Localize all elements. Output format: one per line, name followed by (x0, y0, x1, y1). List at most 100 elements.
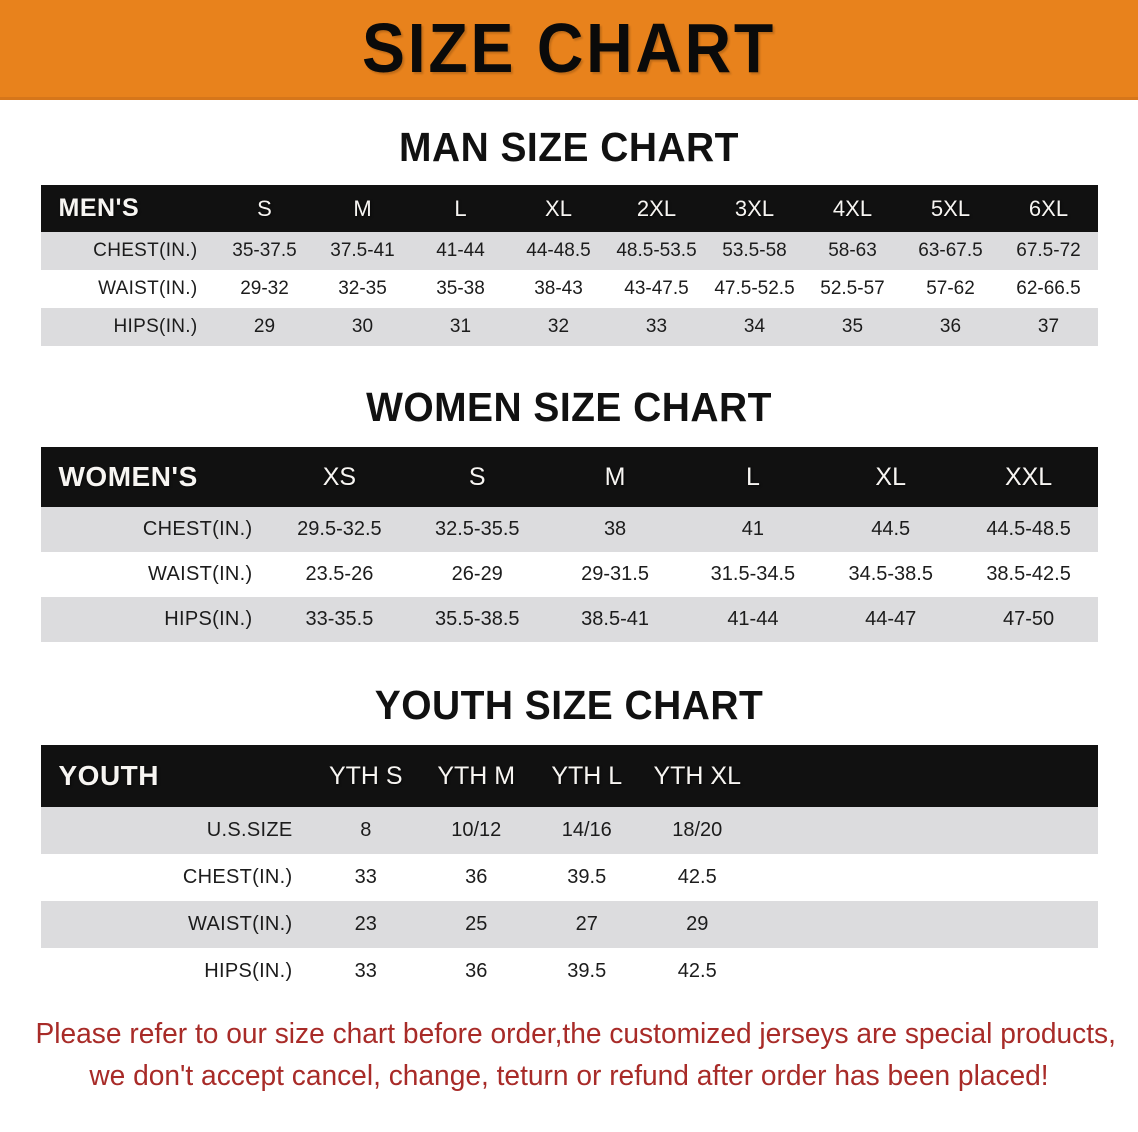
men-col-6xl: 6XL (999, 185, 1098, 232)
table-cell: 37 (999, 308, 1098, 346)
table-header-row: WOMEN'S XS S M L XL XXL (40, 447, 1098, 507)
table-cell: 14/16 (531, 807, 642, 854)
table-cell: 29 (215, 308, 314, 346)
women-size-table: WOMEN'S XS S M L XL XXL CHEST(IN.) 29.5-… (40, 447, 1098, 642)
table-cell: 39.5 (531, 948, 642, 995)
table-cell: 52.5-57 (803, 270, 902, 308)
table-cell: 27 (531, 901, 642, 948)
table-row: WAIST(IN.) 23.5-26 26-29 29-31.5 31.5-34… (40, 552, 1098, 597)
table-cell: 42.5 (642, 854, 753, 901)
table-cell: 67.5-72 (999, 232, 1098, 270)
table-cell: 35-37.5 (215, 232, 314, 270)
table-cell: 36 (901, 308, 1000, 346)
table-cell: 41-44 (411, 232, 510, 270)
men-col-m: M (313, 185, 412, 232)
men-corner-label: MEN'S (40, 185, 216, 232)
men-row-label-chest: CHEST(IN.) (40, 232, 216, 270)
youth-row-label-chest: CHEST(IN.) (40, 854, 311, 901)
table-cell: 35.5-38.5 (408, 597, 547, 642)
table-cell: 31.5-34.5 (683, 552, 822, 597)
table-cell: 53.5-58 (705, 232, 804, 270)
table-cell: 23.5-26 (270, 552, 409, 597)
men-col-3xl: 3XL (705, 185, 804, 232)
table-cell: 43-47.5 (607, 270, 706, 308)
table-cell: 63-67.5 (901, 232, 1000, 270)
table-cell-spacer (752, 854, 1098, 901)
table-cell: 26-29 (408, 552, 547, 597)
youth-table-body: U.S.SIZE 8 10/12 14/16 18/20 CHEST(IN.) … (40, 807, 1098, 995)
youth-row-label-hips: HIPS(IN.) (40, 948, 311, 995)
page-title: SIZE CHART (362, 8, 776, 87)
man-size-table: MEN'S S M L XL 2XL 3XL 4XL 5XL 6XL CHEST… (40, 185, 1098, 346)
table-cell: 18/20 (642, 807, 753, 854)
table-cell: 34 (705, 308, 804, 346)
table-cell: 32 (509, 308, 608, 346)
table-row: U.S.SIZE 8 10/12 14/16 18/20 (40, 807, 1098, 854)
table-cell: 29.5-32.5 (270, 507, 409, 552)
men-row-label-hips: HIPS(IN.) (40, 308, 216, 346)
women-col-s: S (408, 447, 547, 507)
table-cell: 10/12 (421, 807, 532, 854)
table-cell: 44-47 (821, 597, 960, 642)
table-cell: 42.5 (642, 948, 753, 995)
disclaimer-line-2: we don't accept cancel, change, teturn o… (89, 1060, 1049, 1093)
youth-size-table: YOUTH YTH S YTH M YTH L YTH XL U.S.SIZE … (40, 745, 1098, 995)
youth-col-s: YTH S (310, 745, 421, 807)
table-row: WAIST(IN.) 29-32 32-35 35-38 38-43 43-47… (40, 270, 1098, 308)
table-cell-spacer (752, 948, 1098, 995)
men-row-label-waist: WAIST(IN.) (40, 270, 216, 308)
women-row-label-waist: WAIST(IN.) (40, 552, 271, 597)
table-header-row: MEN'S S M L XL 2XL 3XL 4XL 5XL 6XL (40, 185, 1098, 232)
women-table-head: WOMEN'S XS S M L XL XXL (40, 447, 1098, 507)
table-cell: 58-63 (803, 232, 902, 270)
youth-corner-label: YOUTH (40, 745, 311, 807)
table-cell: 39.5 (531, 854, 642, 901)
table-cell: 37.5-41 (313, 232, 412, 270)
table-cell: 32.5-35.5 (408, 507, 547, 552)
table-cell: 25 (421, 901, 532, 948)
youth-section-title: YOUTH SIZE CHART (374, 682, 764, 728)
table-header-row: YOUTH YTH S YTH M YTH L YTH XL (40, 745, 1098, 807)
women-row-label-hips: HIPS(IN.) (40, 597, 271, 642)
table-row: HIPS(IN.) 33-35.5 35.5-38.5 38.5-41 41-4… (40, 597, 1098, 642)
women-col-m: M (546, 447, 684, 507)
women-section-title: WOMEN SIZE CHART (366, 384, 772, 430)
table-cell: 38.5-41 (546, 597, 684, 642)
men-col-2xl: 2XL (607, 185, 706, 232)
table-cell: 41 (683, 507, 822, 552)
table-cell: 47-50 (959, 597, 1098, 642)
youth-col-spacer (752, 745, 1098, 807)
table-cell: 57-62 (901, 270, 1000, 308)
table-cell: 30 (313, 308, 412, 346)
table-cell: 38.5-42.5 (959, 552, 1098, 597)
table-cell: 35-38 (411, 270, 510, 308)
men-col-4xl: 4XL (803, 185, 902, 232)
table-cell: 41-44 (683, 597, 822, 642)
table-cell: 31 (411, 308, 510, 346)
table-row: CHEST(IN.) 33 36 39.5 42.5 (40, 854, 1098, 901)
man-section-title: MAN SIZE CHART (399, 124, 739, 170)
table-cell: 33 (310, 854, 421, 901)
women-col-l: L (683, 447, 822, 507)
table-cell: 48.5-53.5 (607, 232, 706, 270)
youth-row-label-ussize: U.S.SIZE (40, 807, 311, 854)
men-col-s: S (215, 185, 314, 232)
men-col-5xl: 5XL (901, 185, 1000, 232)
women-row-label-chest: CHEST(IN.) (40, 507, 271, 552)
women-corner-label: WOMEN'S (40, 447, 271, 507)
men-col-l: L (411, 185, 510, 232)
page-banner: SIZE CHART (0, 0, 1138, 100)
table-cell: 38-43 (509, 270, 608, 308)
men-col-xl: XL (509, 185, 608, 232)
table-cell: 34.5-38.5 (821, 552, 960, 597)
youth-row-label-waist: WAIST(IN.) (40, 901, 311, 948)
disclaimer-line-1: Please refer to our size chart before or… (35, 1018, 1116, 1050)
table-cell: 44.5 (821, 507, 960, 552)
women-col-xxl: XXL (959, 447, 1098, 507)
table-cell: 33 (607, 308, 706, 346)
table-cell: 47.5-52.5 (705, 270, 804, 308)
table-row: HIPS(IN.) 33 36 39.5 42.5 (40, 948, 1098, 995)
table-cell-spacer (752, 901, 1098, 948)
women-table-body: CHEST(IN.) 29.5-32.5 32.5-35.5 38 41 44.… (40, 507, 1098, 642)
table-cell: 62-66.5 (999, 270, 1098, 308)
